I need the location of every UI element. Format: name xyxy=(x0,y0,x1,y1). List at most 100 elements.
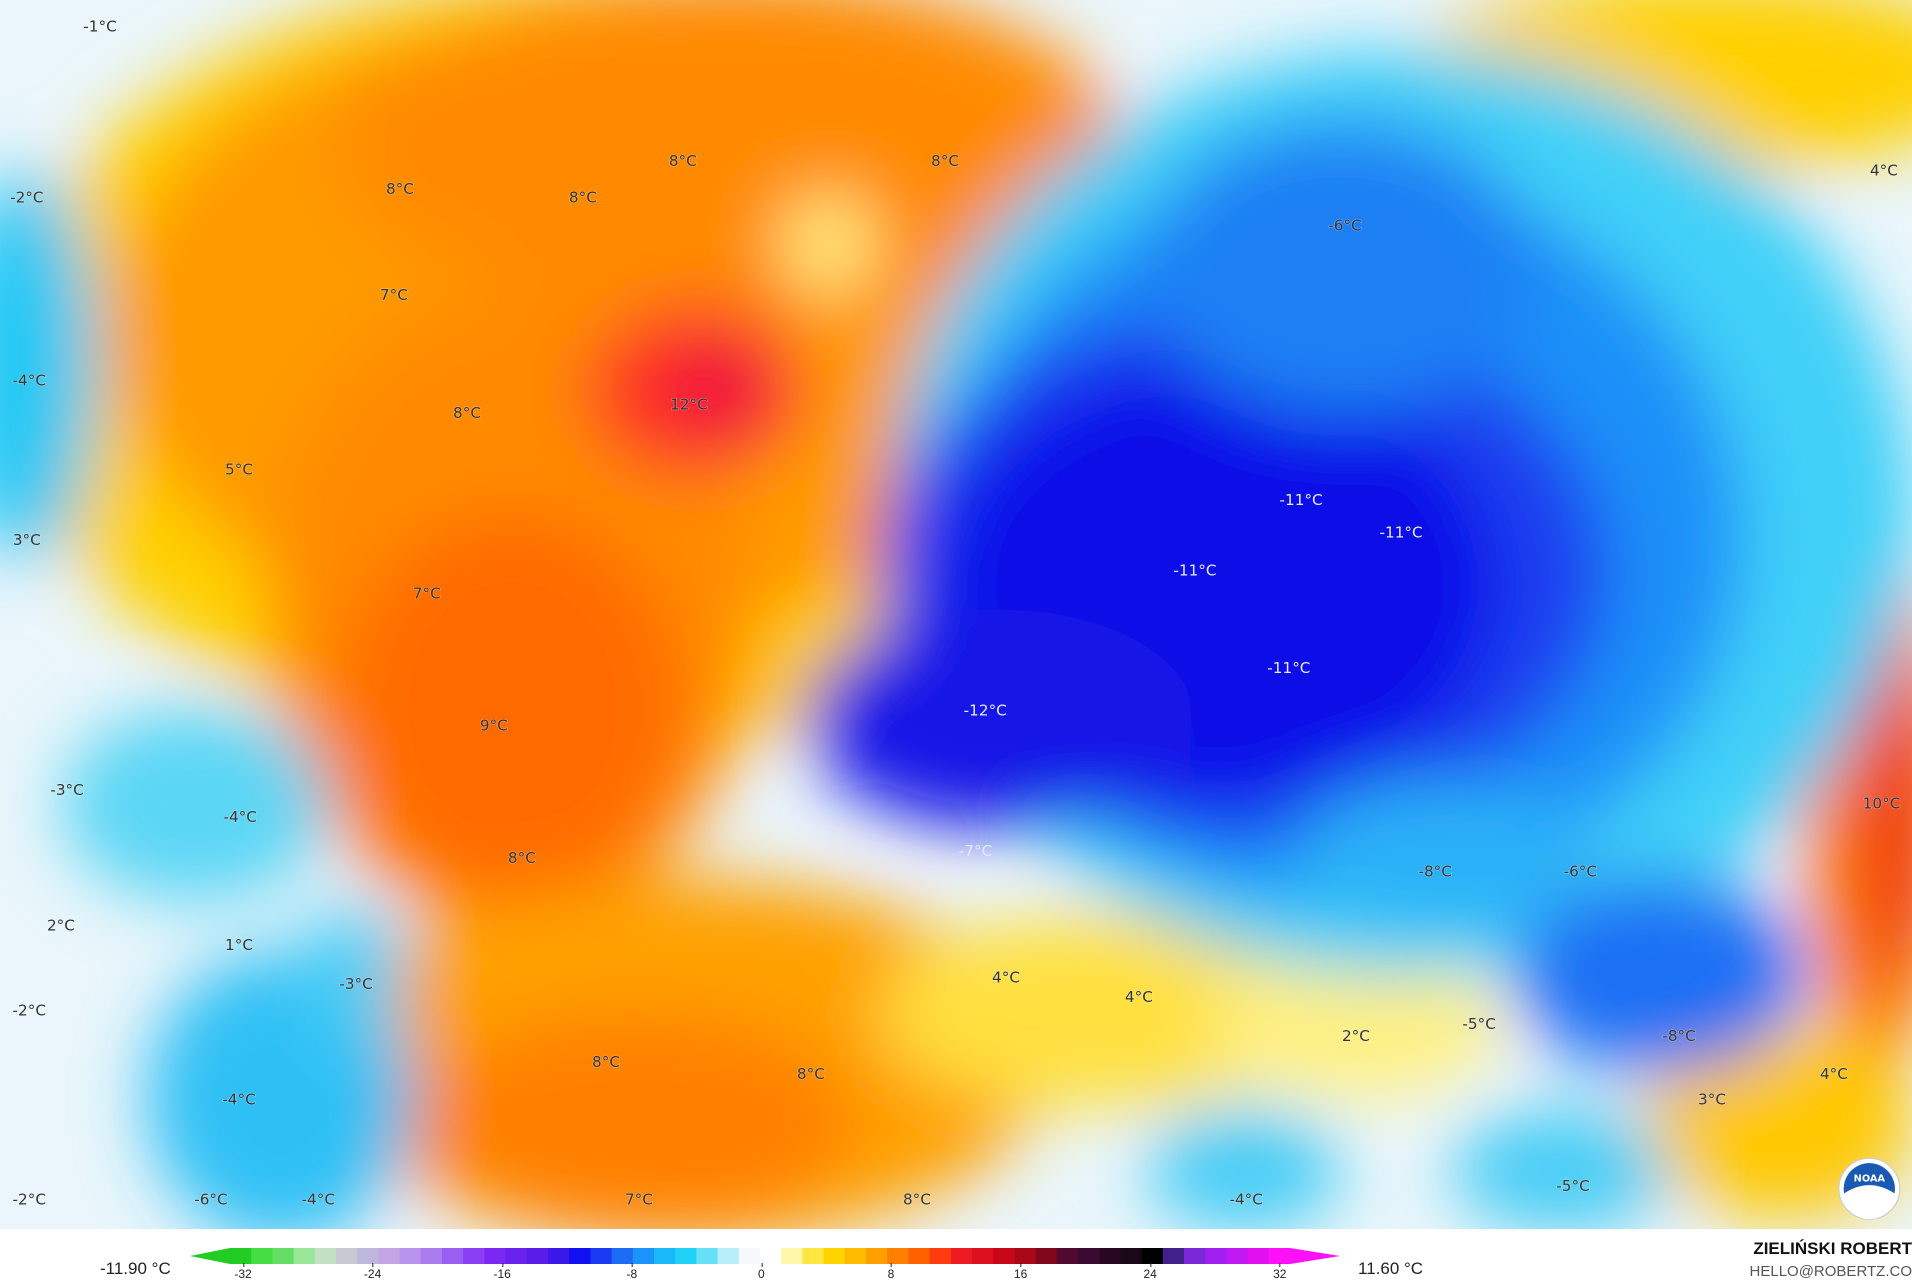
legend-tick: 16 xyxy=(1013,1263,1028,1281)
temperature-label: -2°C xyxy=(10,188,43,206)
colorbar-swatch xyxy=(823,1248,846,1264)
colorbar-swatch xyxy=(1078,1248,1100,1264)
colorbar-swatch xyxy=(887,1248,909,1264)
temperature-label: -2°C xyxy=(13,1002,46,1020)
temperature-label: 10°C xyxy=(1863,794,1901,812)
temperature-label: 8°C xyxy=(797,1065,825,1083)
temperature-label: -6°C xyxy=(1564,863,1597,881)
colorbar-swatch xyxy=(1120,1248,1143,1264)
colorbar-swatch xyxy=(251,1248,273,1264)
colorbar-swatch xyxy=(336,1248,358,1264)
temperature-anomaly-map: -1°C -2°C 8°C 8°C 8°C 8°C -6°C 4°C 7°C -4°C 12°C 8°… xyxy=(0,0,1912,1229)
temperature-label: 8°C xyxy=(453,404,481,422)
temperature-label: -11°C xyxy=(1267,659,1310,677)
temperature-label: 8°C xyxy=(386,180,414,198)
temperature-label: -6°C xyxy=(194,1191,227,1209)
temperature-label: 4°C xyxy=(992,969,1020,987)
colorbar-swatch xyxy=(484,1248,507,1264)
colorbar-swatch xyxy=(972,1248,994,1264)
temperature-label: 2°C xyxy=(1342,1027,1370,1045)
colorbar-swatch xyxy=(1268,1248,1291,1264)
noaa-logo-text: NOAA xyxy=(1854,1173,1886,1184)
colorbar-swatch xyxy=(463,1248,485,1264)
temperature-label: 8°C xyxy=(669,152,697,170)
temperature-label: 8°C xyxy=(508,849,536,867)
colorbar-swatch xyxy=(781,1248,803,1264)
colorbar-swatch xyxy=(1247,1248,1270,1264)
colorbar-swatch xyxy=(760,1248,782,1264)
anomaly-field xyxy=(0,0,1912,1229)
temperature-label: -7°C xyxy=(959,842,992,860)
noaa-logo: NOAA xyxy=(1838,1157,1901,1220)
colorbar-swatch xyxy=(611,1248,634,1264)
temperature-label: 4°C xyxy=(1820,1065,1848,1083)
colorbar-swatch xyxy=(1141,1248,1164,1264)
temperature-label: 8°C xyxy=(592,1053,620,1071)
colorbar-swatch xyxy=(442,1248,464,1264)
temperature-label: 5°C xyxy=(225,460,253,478)
colorbar-swatch xyxy=(505,1248,528,1264)
legend-tick: 32 xyxy=(1273,1263,1287,1281)
legend-tick: 8 xyxy=(887,1263,895,1281)
temperature-label: -11°C xyxy=(1380,524,1423,542)
legend-tick: -32 xyxy=(234,1263,252,1281)
temperature-label: -3°C xyxy=(50,781,83,799)
colorbar-max-arrow xyxy=(1290,1248,1340,1264)
temperature-label: -12°C xyxy=(964,702,1007,720)
temperature-label: -4°C xyxy=(13,371,46,389)
colorbar-swatch xyxy=(569,1248,591,1264)
author-email: HELLO@ROBERTZ.CO xyxy=(1749,1263,1912,1280)
colorbar-swatch xyxy=(717,1248,740,1264)
colorbar-swatch xyxy=(1162,1248,1185,1264)
legend-max-value: 11.60 °C xyxy=(1358,1259,1424,1278)
author-credit: ZIELIŃSKI ROBERT HELLO@ROBERTZ.CO xyxy=(1750,1239,1912,1280)
colorbar-swatch xyxy=(929,1248,952,1264)
temperature-label: 7°C xyxy=(380,286,408,304)
colorbar-swatch xyxy=(420,1248,443,1264)
colorbar-swatch xyxy=(357,1248,379,1264)
temperature-label: -11°C xyxy=(1280,491,1323,509)
temperature-label: 9°C xyxy=(480,716,508,734)
author-name: ZIELIŃSKI ROBERT xyxy=(1753,1239,1912,1258)
temperature-label: 2°C xyxy=(47,916,75,934)
colorbar-swatch xyxy=(314,1248,337,1264)
colorbar-swatch xyxy=(1099,1248,1121,1264)
colorbar-swatch xyxy=(1035,1248,1058,1264)
temperature-label: -5°C xyxy=(1462,1015,1495,1033)
temperature-label: -8°C xyxy=(1418,863,1451,881)
colorbar-swatch xyxy=(399,1248,422,1264)
colorbar-swatch xyxy=(993,1248,1015,1264)
colorbar-swatch xyxy=(378,1248,401,1264)
temperature-label: 12°C xyxy=(670,396,708,414)
colorbar-min-arrow xyxy=(190,1248,230,1264)
colorbar-swatch xyxy=(548,1248,570,1264)
legend-colorbar xyxy=(190,1248,1340,1264)
legend-tick: -16 xyxy=(493,1263,511,1281)
legend-tick: -24 xyxy=(363,1263,382,1281)
colorbar-swatch xyxy=(950,1248,973,1264)
colorbar-swatch xyxy=(866,1248,888,1264)
labels: -1°C -2°C 8°C 8°C 8°C 8°C -6°C 4°C 7°C -4°C 12°C 8°… xyxy=(9,17,1901,1209)
temperature-label: 7°C xyxy=(625,1191,653,1209)
temperature-label: -1°C xyxy=(83,18,116,36)
temperature-label: -4°C xyxy=(222,1091,255,1109)
color-legend: -11.90 °C -32 -24 -16 -8 0 8 16 24 32 11.60 °C Z… xyxy=(0,1229,1912,1287)
map-canvas: -1°C -2°C 8°C 8°C 8°C 8°C -6°C 4°C 7°C -4°C 12°C 8°… xyxy=(0,0,1912,1229)
colorbar-swatch xyxy=(696,1248,719,1264)
colorbar-swatch xyxy=(675,1248,697,1264)
colorbar-swatch xyxy=(738,1248,761,1264)
colorbar-swatch xyxy=(1205,1248,1227,1264)
colorbar-swatch xyxy=(1014,1248,1037,1264)
legend-min-value: -11.90 °C xyxy=(100,1259,171,1278)
temperature-label: 8°C xyxy=(569,188,597,206)
colorbar-swatch xyxy=(1226,1248,1249,1264)
temperature-label: -3°C xyxy=(339,975,372,993)
temperature-label: -2°C xyxy=(13,1191,46,1209)
colorbar-swatch xyxy=(272,1248,295,1264)
temperature-label: -4°C xyxy=(1229,1191,1262,1209)
temperature-label: 3°C xyxy=(13,531,41,549)
colorbar-swatch xyxy=(802,1248,825,1264)
colorbar-swatch xyxy=(1184,1248,1206,1264)
colorbar-swatch xyxy=(590,1248,613,1264)
temperature-label: 1°C xyxy=(225,936,253,954)
